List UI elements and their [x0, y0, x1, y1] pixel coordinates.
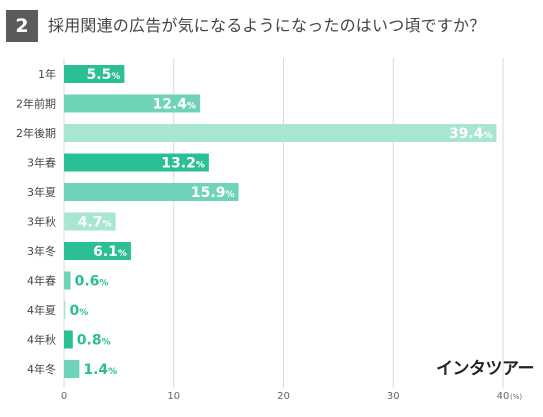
category-label: 1年: [38, 67, 56, 81]
bar: [64, 153, 209, 172]
question-number-badge: 2: [6, 10, 38, 42]
bar: [64, 242, 131, 260]
bar: [64, 124, 497, 142]
bar: [64, 360, 80, 378]
bar: [64, 65, 125, 83]
x-unit-label: (%): [510, 393, 522, 401]
bar: [64, 94, 201, 113]
question-title: 採用関連の広告が気になるようになったのはいつ頃ですか？: [48, 16, 486, 35]
category-label: 2年前期: [16, 97, 56, 111]
bar: [64, 212, 116, 231]
value-label: 6.1%: [93, 244, 127, 260]
category-label: 2年後期: [16, 126, 56, 140]
value-label: 39.4%: [449, 126, 493, 142]
x-tick-label-30: 30: [387, 391, 400, 402]
bar: [64, 301, 66, 319]
value-label: 4.7%: [78, 215, 112, 231]
x-tick-label-10: 10: [167, 391, 180, 402]
x-tick-label-0: 0: [61, 391, 67, 402]
value-label: 15.9%: [191, 185, 235, 201]
category-label: 3年春: [27, 156, 56, 170]
value-label: 13.2%: [161, 156, 205, 172]
value-label: 0.8%: [77, 333, 111, 349]
x-tick-label-40: 40: [497, 391, 510, 402]
value-label: 1.4%: [83, 362, 117, 378]
x-tick-label-20: 20: [277, 391, 290, 402]
bar: [64, 183, 239, 201]
category-label: 3年秋: [27, 215, 56, 229]
category-label: 4年秋: [27, 333, 56, 347]
category-label: 4年冬: [27, 362, 56, 376]
category-label: 3年夏: [27, 185, 56, 199]
value-label: 5.5%: [87, 67, 121, 83]
category-label: 4年夏: [27, 303, 56, 317]
value-label: 0.6%: [75, 274, 109, 290]
question-header: 2 採用関連の広告が気になるようになったのはいつ頃ですか？: [6, 10, 536, 42]
bar: [64, 330, 73, 349]
brand-logo: インタツアー: [436, 359, 534, 379]
category-label: 3年冬: [27, 244, 56, 258]
category-label: 4年春: [27, 274, 56, 288]
value-label: 12.4%: [153, 97, 197, 113]
bar: [64, 271, 71, 290]
value-label: 0%: [70, 303, 89, 319]
